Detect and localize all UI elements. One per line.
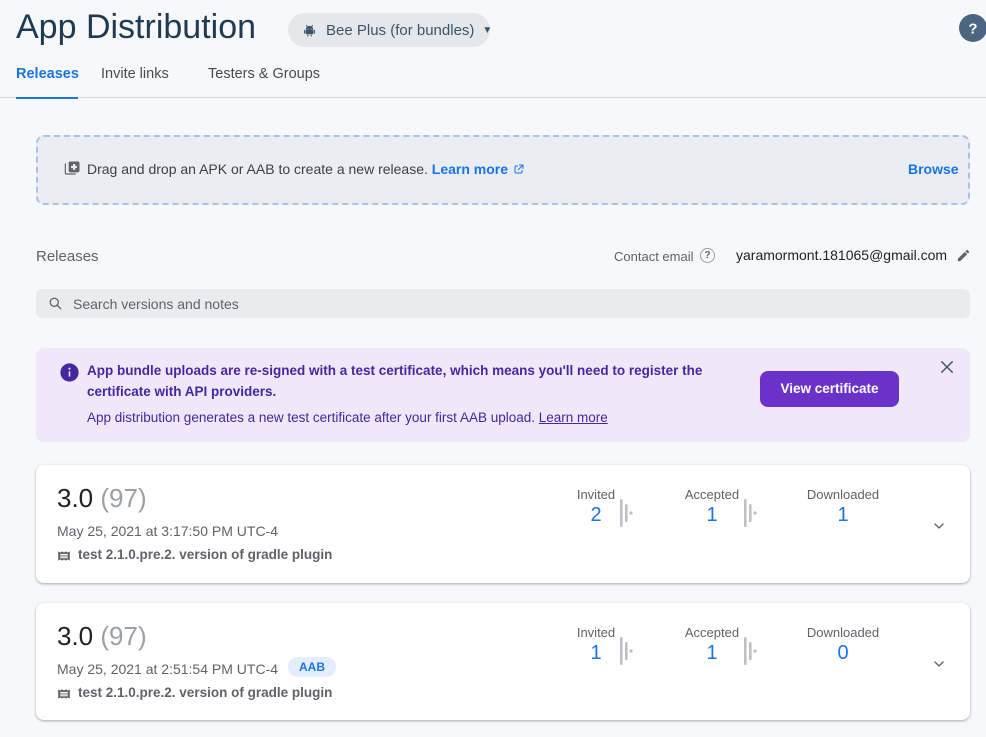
svg-text:?: ? — [968, 21, 977, 38]
